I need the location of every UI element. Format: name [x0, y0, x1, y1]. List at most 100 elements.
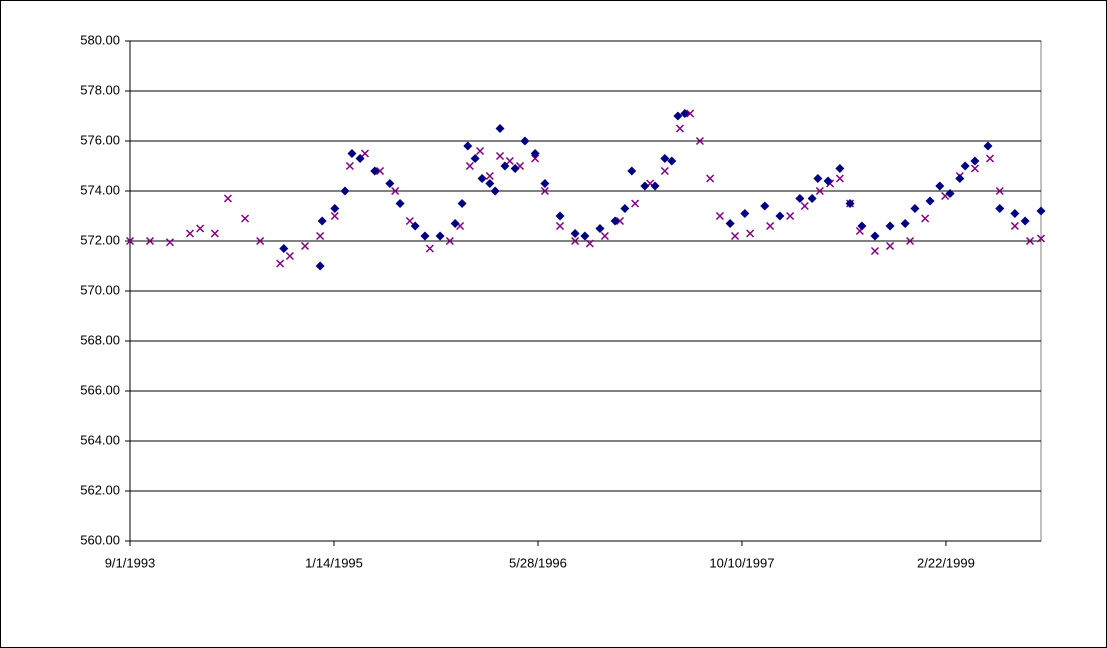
data-point: [315, 261, 325, 271]
data-point: [925, 196, 935, 206]
data-point: [725, 219, 735, 228]
data-point: [555, 221, 565, 231]
data-point: [476, 146, 485, 156]
data-point: [505, 156, 514, 166]
data-point: [145, 236, 155, 246]
data-point: [795, 194, 805, 203]
data-point: [900, 219, 910, 228]
data-point: [540, 179, 550, 188]
data-point: [715, 211, 724, 221]
data-point: [465, 161, 474, 171]
y-tick-label: 560.00: [80, 532, 120, 547]
data-point: [746, 229, 755, 238]
data-point: [786, 211, 795, 221]
y-tick-label: 562.00: [80, 482, 120, 497]
data-point: [815, 186, 824, 196]
data-point: [391, 186, 400, 196]
data-point: [210, 229, 219, 238]
data-point: [1036, 234, 1046, 243]
data-point: [650, 181, 660, 191]
data-point: [276, 259, 285, 268]
x-tick-label: 1/14/1995: [305, 555, 363, 570]
data-point: [660, 166, 669, 176]
data-point: [330, 211, 339, 221]
data-point: [510, 164, 520, 173]
data-point: [385, 179, 395, 188]
data-point: [279, 244, 289, 253]
x-tick-label: 10/10/1997: [709, 555, 774, 570]
data-point: [395, 199, 405, 208]
data-point: [555, 211, 565, 221]
data-point: [450, 219, 460, 228]
data-point: [490, 186, 500, 196]
data-point: [886, 241, 895, 251]
x-tick-label: 2/22/1999: [917, 555, 975, 570]
y-tick-label: 574.00: [80, 182, 120, 197]
data-point: [470, 154, 480, 163]
data-point: [256, 236, 265, 246]
data-point: [317, 216, 327, 226]
data-point: [485, 179, 495, 188]
y-tick-label: 580.00: [80, 32, 120, 47]
data-point: [706, 174, 715, 183]
data-point: [495, 151, 505, 161]
data-point: [347, 149, 357, 158]
data-point: [807, 194, 817, 203]
data-point: [885, 221, 895, 231]
data-point: [910, 204, 920, 213]
data-point: [627, 166, 637, 176]
x-tick-label: 9/1/1993: [105, 555, 156, 570]
data-point: [870, 246, 879, 256]
data-point: [667, 156, 677, 166]
data-point: [570, 229, 580, 238]
data-point: [330, 204, 340, 213]
data-point: [985, 154, 995, 163]
data-point: [823, 176, 833, 186]
data-point: [571, 236, 580, 246]
y-tick-label: 572.00: [80, 232, 120, 247]
data-point: [540, 186, 549, 196]
data-point: [921, 214, 930, 223]
data-point: [370, 166, 380, 176]
x-tick-label: 5/28/1996: [509, 555, 567, 570]
data-point: [680, 109, 690, 118]
data-point: [580, 231, 590, 241]
data-point: [435, 231, 445, 241]
data-point: [1020, 216, 1030, 226]
data-point: [316, 231, 325, 241]
data-point: [945, 189, 955, 198]
data-point: [1036, 206, 1046, 216]
data-point: [766, 221, 775, 231]
data-point: [285, 251, 294, 261]
data-point: [457, 199, 467, 208]
data-point: [673, 111, 683, 121]
data-point: [775, 211, 785, 221]
data-point: [906, 236, 915, 246]
data-point: [610, 216, 620, 226]
data-point: [835, 174, 844, 183]
data-point: [485, 171, 494, 181]
data-point: [495, 124, 505, 133]
data-point: [730, 231, 740, 241]
data-point: [695, 136, 704, 146]
y-tick-label: 568.00: [80, 332, 120, 347]
data-point: [845, 199, 855, 208]
data-point: [585, 239, 594, 248]
data-point: [1010, 209, 1020, 218]
data-point: [857, 221, 867, 231]
y-tick-label: 564.00: [80, 432, 120, 447]
y-tick-label: 570.00: [80, 282, 120, 297]
data-point: [241, 214, 250, 223]
data-point: [970, 164, 979, 173]
data-point: [740, 209, 750, 218]
data-point: [165, 238, 175, 247]
data-point: [935, 181, 945, 191]
data-point: [813, 174, 823, 183]
data-point: [1025, 236, 1035, 246]
data-point: [660, 154, 670, 163]
data-point: [410, 221, 420, 231]
data-point: [675, 124, 684, 133]
data-point: [360, 149, 370, 158]
y-tick-label: 576.00: [80, 132, 120, 147]
